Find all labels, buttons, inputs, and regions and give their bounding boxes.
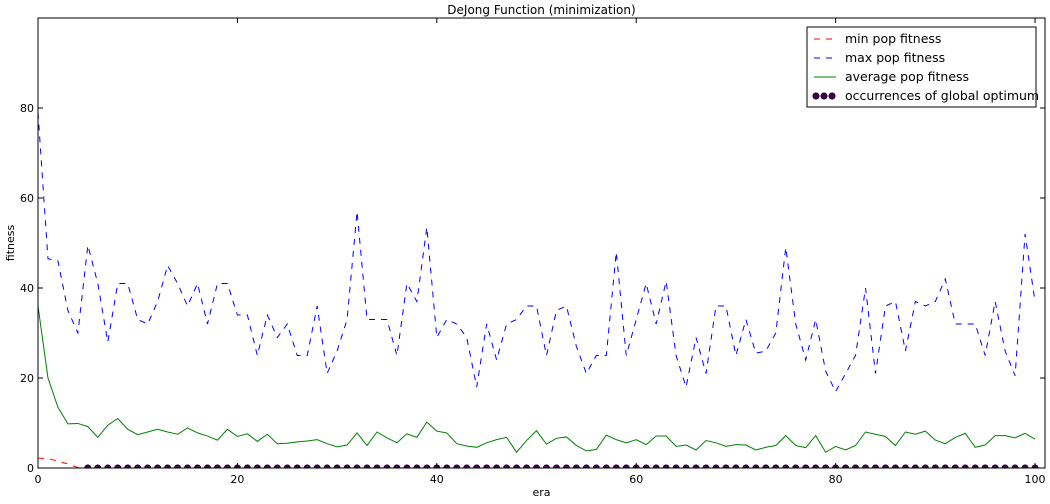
series-line-average-pop-fitness xyxy=(38,305,1036,454)
legend-marker-occurrences-of-global-optimum xyxy=(820,92,828,100)
legend-label-occurrences-of-global-optimum: occurrences of global optimum xyxy=(845,88,1039,103)
x-tick-label: 20 xyxy=(230,473,244,486)
x-tick-label: 60 xyxy=(629,473,643,486)
legend: min pop fitness max pop fitness average po… xyxy=(806,26,1039,108)
legend-label-max-pop-fitness: max pop fitness xyxy=(845,50,945,65)
x-axis-label: era xyxy=(532,486,550,499)
x-tick-label: 40 xyxy=(430,473,444,486)
y-axis-label: fitness xyxy=(4,225,17,262)
series-group xyxy=(38,112,1039,468)
legend-marker-occurrences-of-global-optimum xyxy=(828,92,836,100)
legend-label-average-pop-fitness: average pop fitness xyxy=(845,69,969,84)
x-tick-label: 80 xyxy=(829,473,843,486)
y-tick-label: 40 xyxy=(20,282,34,295)
legend-marker-occurrences-of-global-optimum xyxy=(812,92,820,100)
axes: 0 20 40 60 80 100 0 20 40 60 80 xyxy=(20,17,1046,486)
chart-title: DeJong Function (minimization) xyxy=(447,3,635,17)
y-tick-label: 60 xyxy=(20,192,34,205)
plot-area xyxy=(38,112,1039,468)
series-line-max-pop-fitness xyxy=(38,112,1036,393)
x-tick-label: 100 xyxy=(1025,473,1046,486)
plot-frame xyxy=(37,17,1046,469)
y-tick-label: 0 xyxy=(27,462,34,475)
x-tick-label: 0 xyxy=(35,473,42,486)
y-tick-label: 20 xyxy=(20,372,34,385)
legend-label-min-pop-fitness: min pop fitness xyxy=(845,31,941,46)
y-tick-label: 80 xyxy=(20,102,34,115)
legend-box xyxy=(806,26,1037,108)
